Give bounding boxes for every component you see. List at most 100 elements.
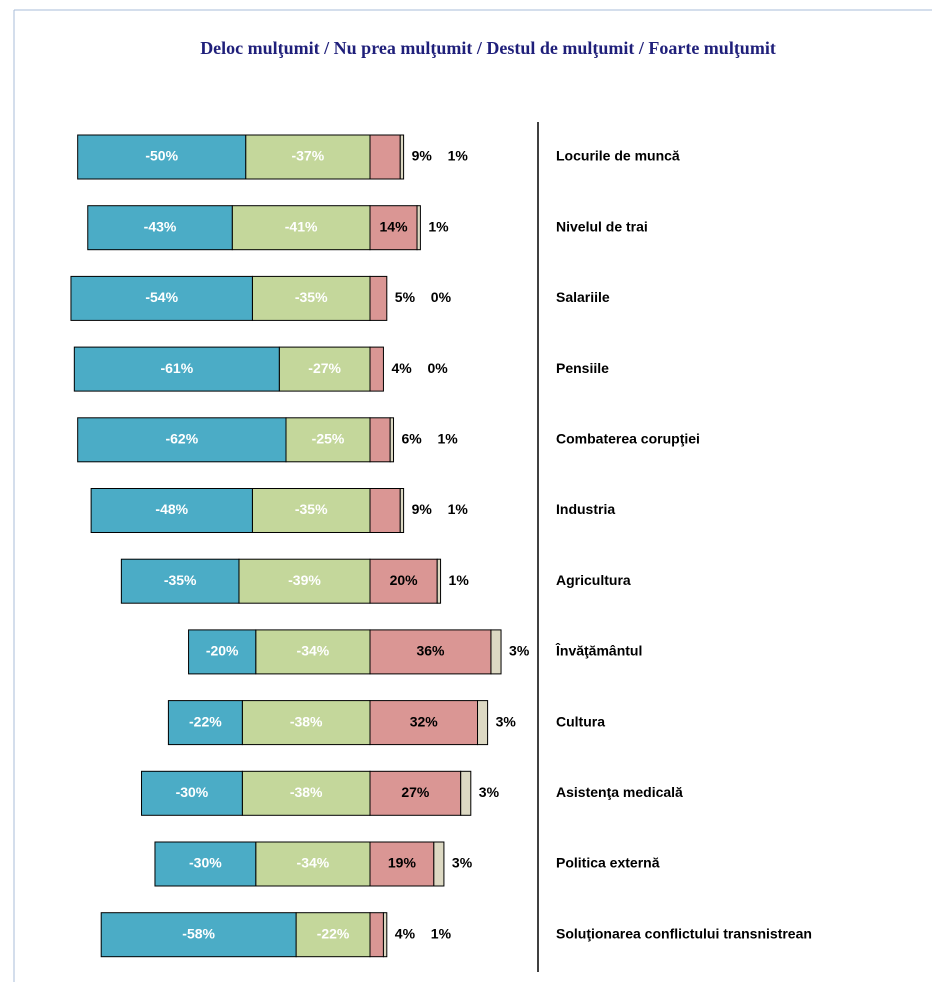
bar-segment <box>369 912 384 958</box>
bar-segment <box>369 134 401 180</box>
value-label: 3% <box>452 855 473 871</box>
bar-segment <box>251 488 371 533</box>
value-label: -35% <box>295 501 328 517</box>
value-label: 1% <box>448 501 469 517</box>
value-label: -25% <box>312 431 345 447</box>
category-label: Salariile <box>556 289 610 305</box>
bar-segment <box>251 275 371 321</box>
value-label: 4% <box>395 925 416 941</box>
bar-segment <box>399 488 405 533</box>
bar-segment <box>295 912 371 958</box>
bar-segment <box>167 700 243 746</box>
value-label: -35% <box>295 289 328 305</box>
bar-segment <box>285 417 371 463</box>
value-label: 9% <box>412 148 433 164</box>
value-label: -34% <box>297 643 330 659</box>
value-label: -22% <box>189 713 222 729</box>
value-label: -30% <box>176 784 209 800</box>
bar-segment <box>436 558 442 604</box>
bar-segment <box>238 558 371 604</box>
value-label: 1% <box>448 148 469 164</box>
value-label: -62% <box>165 431 198 447</box>
bar-segment <box>399 134 405 180</box>
category-label: Locurile de muncă <box>556 148 680 164</box>
value-label: -39% <box>288 572 321 588</box>
value-label: 6% <box>402 431 423 447</box>
value-label: 32% <box>410 713 439 729</box>
category-label: Învăţământul <box>555 642 642 659</box>
value-label: -61% <box>160 360 193 376</box>
category-label: Nivelul de trai <box>556 218 648 234</box>
bar-segment <box>100 912 297 958</box>
bar-segment <box>87 205 233 251</box>
category-label: Asistenţa medicală <box>556 784 683 800</box>
category-label: Soluţionarea conflictului transnistrean <box>556 925 812 941</box>
category-label: Pensiile <box>556 360 609 376</box>
category-label: Politica externă <box>556 855 660 871</box>
value-label: -50% <box>145 148 178 164</box>
value-label: 5% <box>395 289 416 305</box>
value-label: 1% <box>428 218 449 234</box>
value-label: 14% <box>380 218 409 234</box>
bar-segment <box>141 770 243 816</box>
value-label: 4% <box>391 360 412 376</box>
bar-segment <box>433 841 445 887</box>
bar-segment <box>369 205 418 251</box>
bar-segment <box>188 629 257 675</box>
value-label: -30% <box>189 855 222 871</box>
bar-segment <box>490 629 502 675</box>
bar-segment <box>369 488 401 533</box>
bar-segment <box>369 275 388 321</box>
value-label: -27% <box>308 360 341 376</box>
bar-segment <box>245 134 371 180</box>
category-label: Cultura <box>556 713 605 729</box>
bar-segment <box>90 488 253 533</box>
value-label: 20% <box>390 572 419 588</box>
value-label: 0% <box>427 360 448 376</box>
value-label: -54% <box>145 289 178 305</box>
value-label: 3% <box>479 784 500 800</box>
value-label: -22% <box>317 925 350 941</box>
value-label: -34% <box>297 855 330 871</box>
bar-segment <box>477 700 489 746</box>
value-label: 0% <box>431 289 452 305</box>
category-label: Combaterea corupţiei <box>556 431 700 447</box>
category-label: Agricultura <box>556 572 631 588</box>
value-label: 9% <box>412 501 433 517</box>
value-label: 19% <box>388 855 417 871</box>
value-label: 3% <box>496 713 517 729</box>
bar-segment <box>369 841 435 887</box>
bar-segment <box>70 275 253 321</box>
value-label: -20% <box>206 643 239 659</box>
value-label: -35% <box>164 572 197 588</box>
bar-segment <box>416 205 421 251</box>
bar-segment <box>120 558 240 604</box>
bar-segment <box>154 841 257 887</box>
value-label: -48% <box>155 501 188 517</box>
value-label: 1% <box>438 431 459 447</box>
value-label: -43% <box>144 218 177 234</box>
chart-title: Deloc mulţumit / Nu prea mulţumit / Dest… <box>200 38 776 58</box>
bar-segment <box>77 417 287 463</box>
value-label: -38% <box>290 784 323 800</box>
value-label: -58% <box>182 925 215 941</box>
bar-segment <box>460 770 472 816</box>
bar-segment <box>278 346 371 392</box>
value-label: 1% <box>449 572 470 588</box>
bar-segment <box>77 134 247 180</box>
bar-segment <box>255 629 371 675</box>
bar-segment <box>73 346 280 392</box>
value-label: 27% <box>401 784 430 800</box>
bar-segment <box>382 912 388 958</box>
bar-segment <box>369 417 391 463</box>
value-label: 1% <box>431 925 452 941</box>
bar-segment <box>389 417 395 463</box>
bar-segment <box>369 346 384 392</box>
value-label: 3% <box>509 643 530 659</box>
category-label: Industria <box>556 501 615 517</box>
value-label: -37% <box>291 148 324 164</box>
value-label: 36% <box>416 643 445 659</box>
bar-segment <box>255 841 371 887</box>
